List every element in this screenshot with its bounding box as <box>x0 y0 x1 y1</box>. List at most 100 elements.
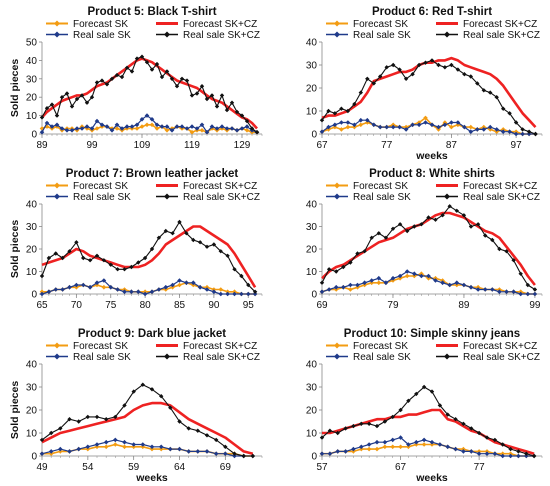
data-point-real_skcz <box>436 62 441 68</box>
data-point-real_skcz <box>195 428 200 433</box>
data-point-real_skcz <box>484 435 490 440</box>
data-point-real_sk <box>177 278 182 283</box>
legend-label-real_sk: Real sale SK <box>73 192 131 203</box>
data-point-real_sk <box>142 291 148 297</box>
data-point-real_skcz <box>513 120 519 125</box>
data-point-real_skcz <box>343 426 348 431</box>
data-point-real_skcz <box>134 56 140 61</box>
data-point-real_skcz <box>433 217 438 222</box>
data-point-real_skcz <box>508 446 513 452</box>
legend-label-real_skcz: Real sale SK+CZ <box>183 352 260 363</box>
data-point-real_skcz <box>115 267 120 272</box>
data-point-real_skcz <box>376 231 381 236</box>
data-point-real_skcz <box>390 414 395 420</box>
data-point-real_skcz <box>319 435 325 440</box>
x-tick-label: 59 <box>128 462 140 473</box>
x-tick-label: 80 <box>140 300 152 311</box>
data-point-real_skcz <box>526 129 532 134</box>
data-point-real_sk <box>219 124 225 129</box>
x-tick-label: 65 <box>36 300 48 311</box>
data-point-real_sk <box>449 120 454 125</box>
data-point-real_skcz <box>334 269 339 274</box>
data-point-real_sk <box>108 284 113 290</box>
legend-label-real_sk: Real sale SK <box>73 352 131 363</box>
data-point-real_sk <box>229 126 235 131</box>
y-tick-label: 40 <box>306 200 318 211</box>
legend-label-real_skcz: Real sale SK+CZ <box>183 192 260 203</box>
y-tick-label: 30 <box>306 61 318 72</box>
data-point-real_skcz <box>211 242 217 247</box>
data-point-real_sk <box>468 284 474 290</box>
x-tick-label: 119 <box>184 140 200 151</box>
data-point-forecast_sk <box>189 129 195 135</box>
data-point-real_skcz <box>481 88 486 93</box>
x-tick-label: 99 <box>86 140 98 151</box>
data-point-real_skcz <box>475 222 481 227</box>
data-point-real_skcz <box>225 253 230 258</box>
data-point-real_sk <box>497 289 502 295</box>
data-point-real_sk <box>481 127 487 132</box>
data-point-real_sk <box>58 446 63 452</box>
data-point-real_skcz <box>58 426 63 431</box>
data-point-real_sk <box>84 124 90 129</box>
data-point-real_sk <box>369 278 374 283</box>
data-point-real_sk <box>170 282 175 288</box>
data-point-real_skcz <box>483 233 488 238</box>
data-point-real_sk <box>168 446 173 452</box>
data-point-real_skcz <box>159 74 165 80</box>
data-point-real_sk <box>358 117 364 123</box>
data-point-real_skcz <box>109 76 115 81</box>
data-point-real_skcz <box>149 67 155 72</box>
data-point-real_sk <box>475 287 481 292</box>
data-point-real_sk <box>224 126 230 131</box>
x-tick-label: 109 <box>134 140 151 151</box>
legend-marker-forecast_sk <box>334 342 340 349</box>
data-point-real_sk <box>508 453 513 459</box>
y-tick-label: 40 <box>306 38 318 49</box>
legend-label-real_skcz: Real sale SK+CZ <box>463 352 540 363</box>
data-point-real_skcz <box>397 222 403 227</box>
data-point-real_skcz <box>426 215 431 220</box>
data-point-real_skcz <box>140 382 145 387</box>
data-point-real_sk <box>426 273 431 279</box>
x-axis-label: weeks <box>415 472 448 484</box>
data-point-real_sk <box>74 282 79 288</box>
data-point-real_skcz <box>46 255 52 261</box>
data-point-real_sk <box>326 287 332 292</box>
legend-label-real_sk: Real sale SK <box>353 192 411 203</box>
data-point-real_skcz <box>101 258 107 263</box>
data-point-real_sk <box>164 124 170 129</box>
legend-label-forecast_sk: Forecast SK <box>73 341 128 352</box>
x-tick-label: 69 <box>220 462 232 473</box>
data-point-real_sk <box>79 126 85 131</box>
legend-label-forecast_sk: Forecast SK <box>353 341 408 352</box>
data-point-real_skcz <box>252 289 258 294</box>
legend-marker-real_skcz <box>164 353 170 360</box>
chart-title: Product 8: White shirts <box>369 168 495 180</box>
y-tick-label: 10 <box>26 267 38 278</box>
data-point-real_skcz <box>194 91 200 96</box>
data-point-real_skcz <box>99 78 105 83</box>
data-point-real_sk <box>398 435 403 440</box>
y-tick-label: 20 <box>26 406 38 417</box>
y-tick-label: 10 <box>306 267 318 278</box>
data-point-real_sk <box>494 127 499 132</box>
legend-label-forecast_skcz: Forecast SK+CZ <box>463 341 537 352</box>
data-point-real_sk <box>462 124 467 130</box>
data-point-real_sk <box>197 284 203 290</box>
data-point-real_skcz <box>177 219 182 225</box>
data-point-real_sk <box>189 124 195 129</box>
data-point-real_sk <box>355 282 360 288</box>
data-point-real_skcz <box>501 106 506 111</box>
data-point-real_sk <box>186 449 191 454</box>
data-point-real_skcz <box>149 387 155 392</box>
legend-label-forecast_sk: Forecast SK <box>353 19 408 30</box>
y-tick-label: 0 <box>311 452 317 463</box>
x-axis-label: weeks <box>415 150 448 162</box>
data-point-real_skcz <box>391 62 396 68</box>
data-point-real_sk <box>232 291 237 297</box>
data-point-real_sk <box>149 444 155 450</box>
data-point-real_sk <box>429 122 435 128</box>
